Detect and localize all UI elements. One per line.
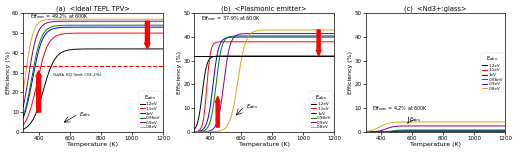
Y-axis label: Efficiency (%): Efficiency (%) <box>348 51 353 94</box>
X-axis label: Temperature (K): Temperature (K) <box>67 142 119 147</box>
Text: $E_{abs}$: $E_{abs}$ <box>409 115 421 124</box>
FancyArrow shape <box>215 96 220 127</box>
X-axis label: Temperature (K): Temperature (K) <box>239 142 290 147</box>
Y-axis label: Efficiency (%): Efficiency (%) <box>6 51 10 94</box>
Text: Eff$_{max}$ = 37.9% at 600K: Eff$_{max}$ = 37.9% at 600K <box>202 14 261 23</box>
Title: (a)  <Ideal TEPL TPV>: (a) <Ideal TEPL TPV> <box>56 6 130 12</box>
Title: (b)  <Plasmonic emitter>: (b) <Plasmonic emitter> <box>222 6 307 12</box>
Text: Eff$_{max}$ = 4.2% at 600K: Eff$_{max}$ = 4.2% at 600K <box>372 104 428 113</box>
Text: Eff$_{max}$ = 49.2% at 600K: Eff$_{max}$ = 49.2% at 600K <box>30 12 89 21</box>
FancyArrow shape <box>145 21 150 49</box>
FancyArrow shape <box>36 71 41 112</box>
Legend: 1.2eV, 1.1eV, 1eV, 0.98eV, 0.9eV, 0.8eV: 1.2eV, 1.1eV, 1eV, 0.98eV, 0.9eV, 0.8eV <box>138 91 162 131</box>
Legend: 1.2eV, 1.1eV, 1eV, 0.98eV, 0.9eV, 0.8eV: 1.2eV, 1.1eV, 1eV, 0.98eV, 0.9eV, 0.8eV <box>481 53 504 92</box>
Text: $E_{abs}$: $E_{abs}$ <box>246 102 258 111</box>
Title: (c)  <Nd3+:glass>: (c) <Nd3+:glass> <box>404 6 467 12</box>
FancyArrow shape <box>316 30 321 56</box>
Text: GaSb SQ limit (33.2%): GaSb SQ limit (33.2%) <box>53 73 101 76</box>
X-axis label: Temperature (K): Temperature (K) <box>410 142 461 147</box>
Text: $E_{abs}$: $E_{abs}$ <box>79 110 91 119</box>
Legend: 1.2eV, 1.1eV, 1eV, 0.98eV, 0.9eV, 0.8eV: 1.2eV, 1.1eV, 1eV, 0.98eV, 0.9eV, 0.8eV <box>310 91 333 131</box>
Y-axis label: Efficiency (%): Efficiency (%) <box>177 51 182 94</box>
